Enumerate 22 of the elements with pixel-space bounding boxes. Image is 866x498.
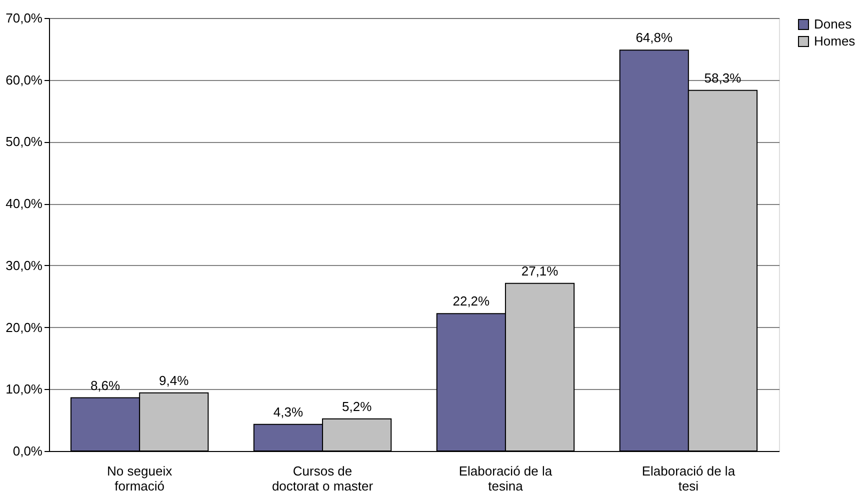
- y-tick-label: 50,0%: [6, 134, 43, 150]
- data-label: 4,3%: [273, 404, 304, 420]
- data-label: 22,2%: [452, 294, 490, 309]
- y-tick-label: 60,0%: [6, 72, 43, 88]
- x-tick-label: Elaboració de la tesina: [458, 464, 553, 494]
- data-label: 8,6%: [90, 378, 121, 393]
- legend-label: Dones: [814, 16, 852, 32]
- legend-label: Homes: [814, 34, 856, 48]
- y-tick-label: 0,0%: [12, 444, 43, 458]
- y-tick-label: 20,0%: [6, 320, 43, 335]
- data-label: 5,2%: [342, 398, 372, 414]
- x-tick-label: Cursos de doctorat o master: [272, 464, 374, 494]
- y-tick-label: 40,0%: [6, 196, 43, 212]
- data-label: 58,3%: [704, 70, 742, 86]
- x-tick-label: No segueix formació: [107, 464, 173, 494]
- y-tick-label: 10,0%: [6, 382, 43, 397]
- x-tick-label: Elaboració de la tesi: [642, 464, 736, 494]
- y-tick-label: 70,0%: [6, 10, 43, 26]
- y-tick-label: 30,0%: [6, 258, 43, 273]
- data-label: 64,8%: [636, 30, 673, 46]
- data-label: 27,1%: [521, 263, 559, 278]
- data-label: 9,4%: [159, 372, 190, 388]
